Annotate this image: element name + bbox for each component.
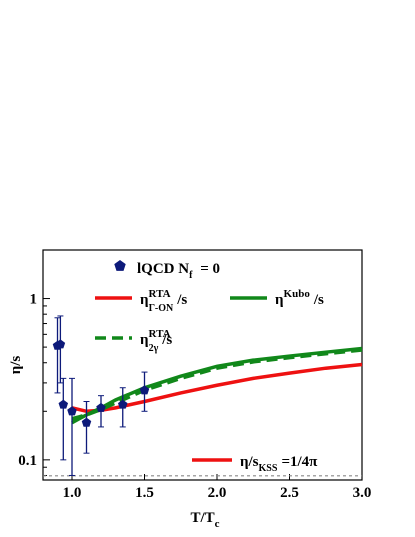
x-tick-label: 1.5 (135, 485, 154, 501)
legend-label: η/sKSS =1/4π (240, 454, 318, 474)
legend-label-sub: 2γ (149, 343, 159, 354)
legend-label-after: = 0 (196, 261, 220, 277)
x-tick-label: 3.0 (353, 485, 372, 501)
data-point (139, 385, 150, 395)
legend-label-sub: Γ-ON (149, 303, 174, 314)
legend-label-after: /s (161, 332, 172, 348)
legend-label: lQCD Nf = 0 (137, 261, 220, 281)
legend-marker (114, 260, 126, 271)
legend-label-main: η/s (240, 454, 259, 470)
legend-label-main: η (140, 292, 149, 308)
legend-label-sup: Kubo (284, 288, 311, 300)
plot-frame (42, 249, 363, 481)
x-tick-label: 2.5 (280, 485, 299, 501)
legend-label-main: η (140, 332, 149, 348)
x-axis-label-main: T/T (190, 510, 214, 526)
data-point (55, 339, 66, 349)
data-point (81, 417, 92, 427)
y-tick-label: 0.1 (18, 453, 37, 469)
y-tick-label: 1 (30, 292, 38, 308)
legend-label-sup: RTA (149, 328, 171, 340)
legend-label-after: /s (176, 292, 187, 308)
data-point (96, 402, 106, 412)
data-point (58, 399, 69, 409)
legend-label-sub: f (189, 270, 193, 281)
legend-label-after: /s (313, 292, 324, 308)
legend-label: ηKubo/s (275, 288, 324, 308)
legend-label-main: η (275, 292, 284, 308)
y-axis-label: η/s (8, 356, 24, 375)
data-point (117, 399, 128, 409)
x-tick-label: 1.0 (63, 485, 82, 501)
legend-label: ηRTA 2γ/s (140, 328, 172, 354)
series-line (71, 362, 363, 414)
data-point (67, 406, 77, 416)
legend-label-sub: KSS (259, 463, 278, 474)
x-axis-label: T/Tc (190, 510, 219, 530)
series-line (71, 346, 363, 425)
legend-label: ηRTA Γ-ON/s (140, 288, 187, 314)
legend-label-sup: RTA (149, 288, 171, 300)
legend-label-after: =1/4π (281, 454, 318, 470)
x-tick-label: 2.0 (208, 485, 227, 501)
x-axis-label-sub: c (215, 518, 220, 530)
legend-label-main: lQCD N (137, 261, 189, 277)
